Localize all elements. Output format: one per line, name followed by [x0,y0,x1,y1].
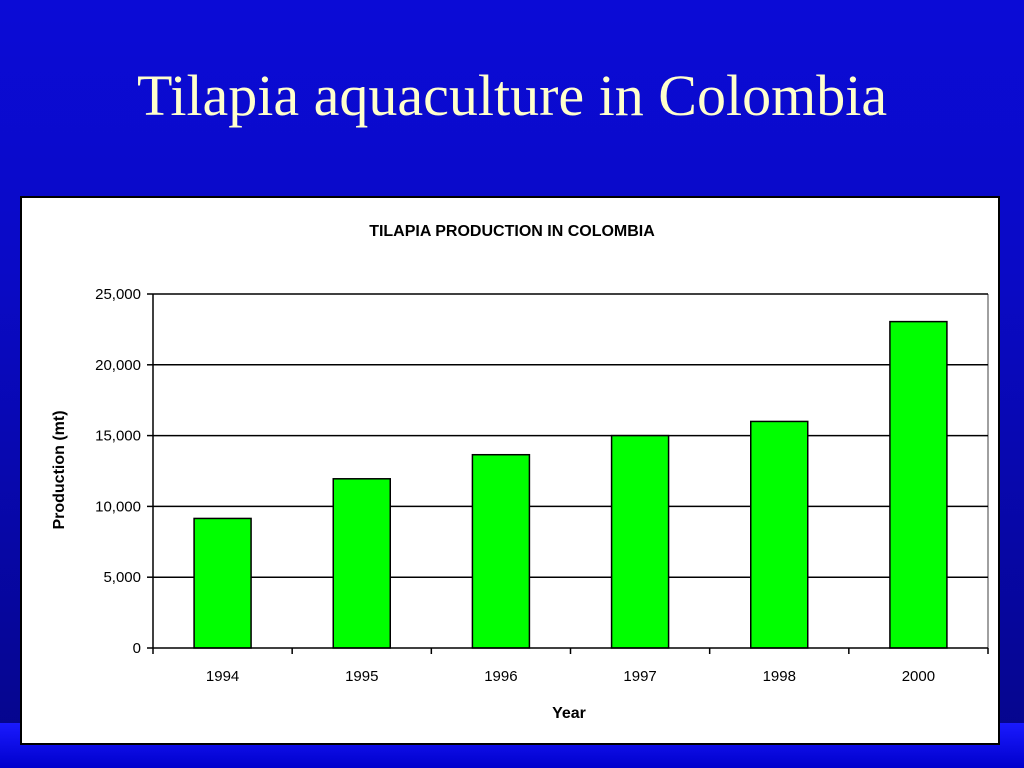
x-tick-label: 1997 [623,668,656,685]
x-tick-label: 1994 [206,668,239,685]
y-tick-label: 10,000 [95,498,141,515]
bars [193,320,948,649]
axes [147,293,989,654]
gridlines [153,293,989,648]
bar-2000 [889,320,948,649]
bar-1995 [332,478,391,649]
y-tick-label: 20,000 [95,357,141,374]
x-tick-label: 1995 [345,668,378,685]
x-axis-label: Year [552,705,586,722]
slide-title: Tilapia aquaculture in Colombia [136,63,888,128]
bar-chart: TILAPIA PRODUCTION IN COLOMBIA 0 5,000 10,… [51,223,989,722]
bar-1998 [750,420,809,649]
bar-1994 [193,517,252,649]
x-tick-label: 2000 [902,668,935,685]
y-axis-label: Production (mt) [51,410,68,529]
y-tick-label: 5,000 [103,569,141,586]
bar-1996 [471,453,531,649]
bar-1997 [610,434,670,649]
tick-labels: 0 5,000 10,000 15,000 20,000 25,000 1994 1995 19… [95,286,935,685]
chart-title: TILAPIA PRODUCTION IN COLOMBIA [369,223,655,240]
y-tick-label: 25,000 [95,286,141,303]
y-tick-label: 15,000 [95,428,141,445]
x-tick-label: 1998 [763,668,796,685]
x-tick-label: 1996 [484,668,517,685]
y-tick-label: 0 [133,640,141,657]
chart-panel: TILAPIA PRODUCTION IN COLOMBIA 0 5,000 10,… [20,196,1000,745]
